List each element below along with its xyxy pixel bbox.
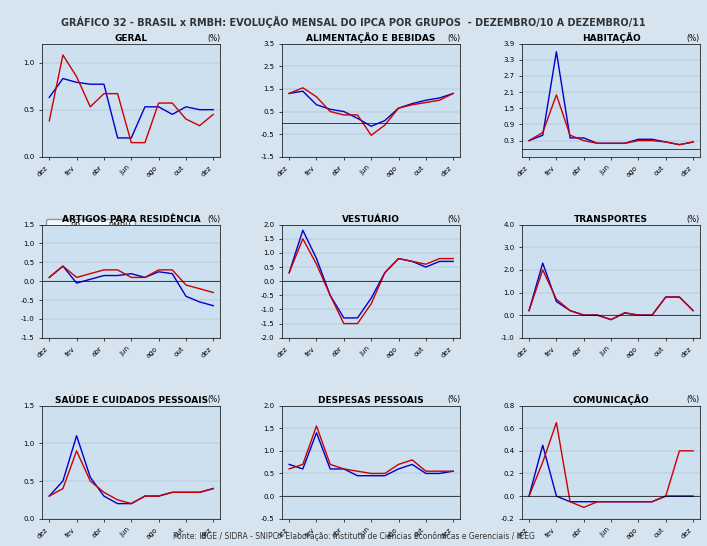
Title: ALIMENTAÇÃO E BEBIDAS: ALIMENTAÇÃO E BEBIDAS	[307, 32, 436, 43]
Text: (%): (%)	[686, 215, 700, 223]
Title: COMUNICAÇÃO: COMUNICAÇÃO	[573, 394, 650, 405]
Title: SAÚDE E CUIDADOS PESSOAIS: SAÚDE E CUIDADOS PESSOAIS	[54, 396, 208, 405]
Text: (%): (%)	[686, 395, 700, 405]
Text: (%): (%)	[447, 33, 460, 43]
Title: ARTIGOS PARA RESIDÊNCIA: ARTIGOS PARA RESIDÊNCIA	[62, 215, 201, 224]
Title: GERAL: GERAL	[115, 34, 148, 43]
Title: VESTUÁRIO: VESTUÁRIO	[342, 215, 400, 224]
Text: Fonte: IBGE / SIDRA - SNIPC - Elaboração: Instituto de Ciências Econômicas e Ger: Fonte: IBGE / SIDRA - SNIPC - Elaboração…	[173, 531, 534, 541]
Text: (%): (%)	[686, 33, 700, 43]
Text: (%): (%)	[207, 33, 220, 43]
Title: TRANSPORTES: TRANSPORTES	[574, 215, 648, 224]
Text: (%): (%)	[207, 215, 220, 223]
Text: (%): (%)	[447, 215, 460, 223]
Text: GRÁFICO 32 - BRASIL x RMBH: EVOLUÇÃO MENSAL DO IPCA POR GRUPOS  - DEZEMBRO/10 A : GRÁFICO 32 - BRASIL x RMBH: EVOLUÇÃO MEN…	[62, 16, 645, 28]
Legend: BR, RMBH: BR, RMBH	[46, 219, 134, 234]
Title: HABITAÇÃO: HABITAÇÃO	[582, 32, 641, 43]
Text: (%): (%)	[207, 395, 220, 405]
Text: (%): (%)	[447, 395, 460, 405]
Title: DESPESAS PESSOAIS: DESPESAS PESSOAIS	[318, 396, 424, 405]
